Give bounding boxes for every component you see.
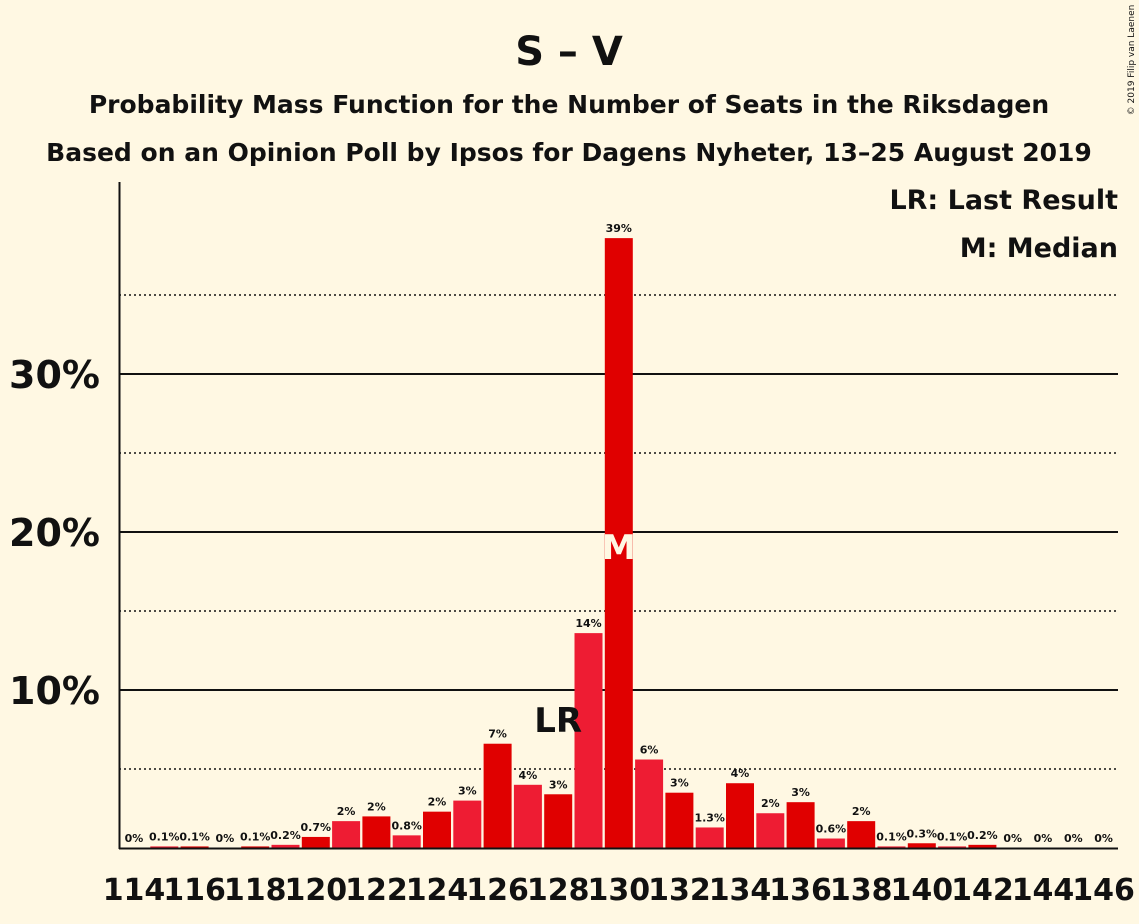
bar-seat-131 (635, 759, 664, 848)
bar-seat-121 (332, 821, 361, 848)
bar-seat-125 (453, 800, 482, 848)
data-label-seat-124: 2% (428, 796, 447, 809)
data-label-seat-115: 0.1% (149, 830, 180, 843)
x-tick-label: 122 (345, 873, 408, 908)
bar-seat-137 (816, 838, 845, 848)
data-label-seat-120: 0.7% (301, 821, 332, 834)
data-label-seat-145: 0% (1064, 832, 1083, 845)
median-marker: M (602, 528, 636, 568)
data-label-seat-116: 0.1% (179, 830, 210, 843)
x-tick-label: 142 (951, 873, 1014, 908)
markers: LR M (534, 528, 635, 741)
x-tick-label: 146 (1072, 873, 1135, 908)
data-label-seat-134: 4% (731, 767, 750, 780)
bar-seat-130 (604, 238, 633, 848)
bar-seat-132 (665, 792, 694, 848)
data-label-seat-144: 0% (1034, 832, 1053, 845)
bars (150, 238, 997, 848)
bar-seat-133 (695, 827, 724, 848)
data-label-seat-141: 0.1% (937, 830, 968, 843)
x-tick-label: 120 (284, 873, 347, 908)
chart-subtitle-2: Based on an Opinion Poll by Ipsos for Da… (46, 138, 1092, 167)
x-tick-label: 126 (466, 873, 529, 908)
bar-seat-141 (938, 846, 967, 848)
bar-seat-140 (907, 843, 936, 848)
x-tick-label: 114 (103, 873, 166, 908)
x-tick-label: 118 (224, 873, 287, 908)
y-axis-ticks: 10% 20% 30% (9, 353, 100, 713)
bar-seat-116 (180, 846, 209, 848)
data-label-seat-121: 2% (337, 805, 356, 818)
legend-last-result: LR: Last Result (889, 185, 1118, 216)
data-label-seat-139: 0.1% (876, 830, 907, 843)
data-label-seat-140: 0.3% (907, 827, 938, 840)
y-tick-label: 10% (9, 669, 100, 713)
data-label-seat-118: 0.1% (240, 830, 271, 843)
x-tick-label: 130 (587, 873, 650, 908)
x-tick-label: 116 (163, 873, 226, 908)
data-label-seat-114: 0% (125, 832, 144, 845)
bar-seat-139 (877, 846, 906, 848)
data-label-seat-123: 0.8% (391, 819, 422, 832)
data-label-seat-126: 7% (488, 728, 507, 741)
data-label-seat-133: 1.3% (694, 811, 725, 824)
x-tick-label: 138 (830, 873, 893, 908)
data-label-seat-137: 0.6% (816, 823, 847, 836)
copyright-notice: © 2019 Filip van Laenen (1127, 5, 1137, 116)
bar-seat-118 (241, 846, 270, 848)
data-label-seat-135: 2% (761, 797, 780, 810)
x-tick-label: 124 (406, 873, 469, 908)
x-tick-label: 134 (709, 873, 772, 908)
last-result-marker: LR (534, 701, 582, 741)
data-labels: 0% 0.1% 0.1% 0% 0.1% 0.2%0.7%2% 2%0.8%2%3%7%4%… (125, 222, 1113, 845)
bar-seat-138 (847, 821, 876, 848)
data-label-seat-131: 6% (640, 744, 659, 757)
data-label-seat-127: 4% (519, 769, 538, 782)
chart-subtitle-1: Probability Mass Function for the Number… (89, 90, 1049, 119)
x-tick-label: 132 (648, 873, 711, 908)
bar-seat-128 (544, 794, 573, 848)
chart-title: S – V (515, 29, 623, 75)
bar-seat-123 (392, 835, 421, 848)
bar-seat-122 (362, 816, 391, 848)
bar-seat-135 (756, 813, 785, 848)
bar-seat-127 (513, 784, 542, 848)
data-label-seat-125: 3% (458, 785, 477, 798)
data-label-seat-129: 14% (575, 617, 601, 630)
x-tick-label: 140 (890, 873, 953, 908)
data-label-seat-142: 0.2% (967, 829, 998, 842)
x-tick-label: 144 (1012, 873, 1075, 908)
bar-seat-120 (301, 836, 330, 848)
data-label-seat-128: 3% (549, 778, 568, 791)
data-label-seat-119: 0.2% (270, 829, 301, 842)
x-axis-ticks: 1141161181201221241261281301321341361381… (103, 873, 1135, 908)
x-tick-label: 136 (769, 873, 832, 908)
bar-seat-119 (271, 844, 300, 848)
data-label-seat-143: 0% (1003, 832, 1022, 845)
y-tick-label: 30% (9, 353, 100, 397)
data-label-seat-122: 2% (367, 800, 386, 813)
data-label-seat-117: 0% (216, 832, 235, 845)
bar-seat-124 (423, 811, 451, 848)
bar-seat-126 (483, 743, 512, 848)
bar-seat-129 (574, 633, 603, 848)
bar-seat-142 (968, 844, 997, 848)
legend-median: M: Median (960, 233, 1118, 264)
bar-seat-136 (786, 802, 815, 848)
bar-seat-134 (726, 783, 754, 848)
data-label-seat-138: 2% (852, 805, 871, 818)
bar-seat-115 (150, 846, 179, 848)
data-label-seat-146: 0% (1094, 832, 1113, 845)
data-label-seat-130: 39% (606, 222, 632, 235)
x-tick-label: 128 (527, 873, 590, 908)
data-label-seat-132: 3% (670, 777, 689, 790)
data-label-seat-136: 3% (791, 786, 810, 799)
y-tick-label: 20% (9, 511, 100, 555)
